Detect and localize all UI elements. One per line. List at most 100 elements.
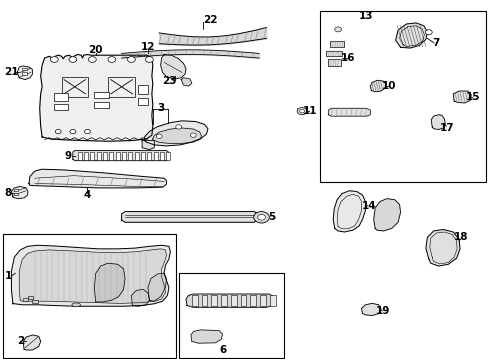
- Bar: [27, 296, 33, 299]
- Bar: [54, 104, 68, 110]
- Circle shape: [425, 30, 431, 35]
- Bar: [178, 273, 283, 357]
- Polygon shape: [142, 140, 154, 149]
- Text: 11: 11: [302, 106, 316, 116]
- Bar: [32, 300, 38, 303]
- Text: 16: 16: [340, 53, 354, 63]
- Bar: [78, 152, 81, 160]
- Bar: [14, 189, 18, 192]
- Text: 5: 5: [267, 212, 274, 222]
- Polygon shape: [131, 289, 149, 306]
- Text: 20: 20: [88, 45, 103, 55]
- Circle shape: [257, 215, 265, 220]
- Polygon shape: [73, 150, 168, 161]
- Polygon shape: [328, 108, 369, 116]
- Bar: [154, 152, 158, 160]
- Bar: [138, 85, 148, 94]
- Bar: [135, 152, 139, 160]
- Text: 21: 21: [4, 67, 19, 77]
- Circle shape: [108, 57, 116, 62]
- Bar: [250, 295, 256, 306]
- Bar: [108, 77, 135, 97]
- Text: 22: 22: [203, 15, 217, 25]
- Text: 8: 8: [4, 188, 12, 198]
- Bar: [84, 152, 88, 160]
- Polygon shape: [17, 66, 32, 80]
- Polygon shape: [395, 23, 427, 48]
- Polygon shape: [373, 199, 400, 231]
- Polygon shape: [425, 229, 459, 266]
- Circle shape: [50, 57, 58, 62]
- Bar: [116, 152, 120, 160]
- Polygon shape: [40, 54, 153, 141]
- Bar: [166, 152, 170, 160]
- Circle shape: [127, 57, 135, 62]
- Bar: [260, 295, 265, 306]
- Bar: [22, 68, 27, 70]
- Polygon shape: [29, 169, 166, 188]
- Text: 4: 4: [83, 190, 91, 200]
- Text: 1: 1: [5, 271, 12, 281]
- Bar: [160, 152, 163, 160]
- Text: 15: 15: [465, 92, 479, 102]
- Text: 17: 17: [439, 123, 453, 133]
- Polygon shape: [452, 91, 470, 103]
- Circle shape: [175, 125, 181, 129]
- Polygon shape: [122, 212, 258, 222]
- Text: 23: 23: [162, 76, 176, 86]
- Text: 3: 3: [157, 103, 164, 113]
- Bar: [191, 295, 197, 306]
- Bar: [269, 295, 275, 306]
- Text: 7: 7: [431, 38, 438, 48]
- Polygon shape: [19, 249, 166, 303]
- Text: 6: 6: [219, 345, 226, 355]
- Bar: [122, 152, 126, 160]
- Text: 13: 13: [358, 11, 373, 21]
- Text: 9: 9: [64, 150, 71, 161]
- Polygon shape: [181, 78, 191, 86]
- Polygon shape: [153, 128, 201, 143]
- Ellipse shape: [72, 303, 81, 307]
- Polygon shape: [361, 303, 380, 316]
- Polygon shape: [23, 335, 41, 350]
- Bar: [326, 50, 341, 56]
- Circle shape: [190, 133, 196, 137]
- Circle shape: [253, 212, 269, 223]
- Circle shape: [55, 130, 61, 134]
- Bar: [22, 298, 28, 301]
- Circle shape: [297, 108, 306, 115]
- Bar: [3, 234, 176, 357]
- Polygon shape: [190, 330, 222, 343]
- Bar: [147, 152, 151, 160]
- Circle shape: [70, 130, 76, 134]
- Text: 12: 12: [141, 42, 155, 52]
- Bar: [221, 295, 226, 306]
- Bar: [330, 41, 343, 47]
- Polygon shape: [148, 273, 166, 301]
- Polygon shape: [11, 186, 28, 199]
- Bar: [94, 102, 109, 108]
- Bar: [201, 295, 207, 306]
- Polygon shape: [160, 54, 185, 79]
- Bar: [54, 93, 68, 101]
- Circle shape: [69, 57, 77, 62]
- Polygon shape: [185, 294, 274, 307]
- Bar: [97, 152, 101, 160]
- Polygon shape: [430, 115, 445, 130]
- Circle shape: [299, 109, 304, 113]
- Polygon shape: [94, 263, 125, 302]
- Bar: [138, 98, 148, 105]
- Bar: [22, 72, 27, 75]
- Bar: [14, 193, 18, 195]
- Circle shape: [88, 57, 96, 62]
- Bar: [128, 152, 132, 160]
- Bar: [109, 152, 113, 160]
- Bar: [230, 295, 236, 306]
- Bar: [94, 92, 109, 98]
- Polygon shape: [332, 191, 365, 232]
- Text: 10: 10: [381, 81, 395, 91]
- Bar: [141, 152, 145, 160]
- Text: 18: 18: [453, 232, 468, 242]
- Text: 14: 14: [361, 201, 375, 211]
- Polygon shape: [11, 245, 170, 306]
